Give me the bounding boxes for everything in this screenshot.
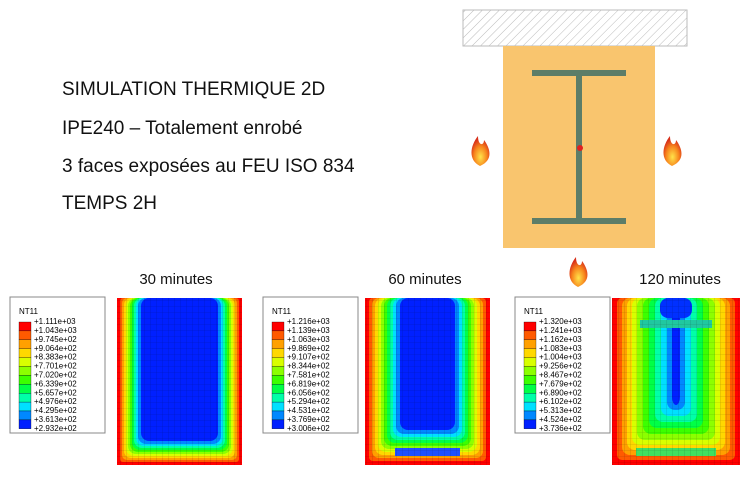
legend-swatch: [19, 402, 31, 411]
legend-value: +8.344e+02: [287, 362, 330, 371]
mesh: [365, 298, 490, 465]
legend-value: +6.819e+02: [287, 379, 330, 388]
legend-value: +3.736e+02: [539, 424, 582, 433]
legend-value: +4.976e+02: [34, 397, 77, 406]
legend-swatch: [524, 358, 536, 367]
legend-swatch: [272, 375, 284, 384]
legend-value: +9.107e+02: [287, 353, 330, 362]
time-label: 30 minutes: [139, 271, 212, 288]
legend-value: +5.657e+02: [34, 388, 77, 397]
legend-swatch: [524, 420, 536, 429]
legend-swatch: [272, 402, 284, 411]
legend-value: +1.216e+03: [287, 317, 330, 326]
legend-swatch: [272, 331, 284, 340]
legend-value: +9.256e+02: [539, 362, 582, 371]
legend-swatch: [524, 367, 536, 376]
legend-value: +1.111e+03: [34, 317, 76, 326]
legend-swatch: [272, 340, 284, 349]
legend-swatch: [524, 411, 536, 420]
legend-value: +8.467e+02: [539, 371, 582, 380]
page: SIMULATION THERMIQUE 2D IPE240 – Totalem…: [0, 0, 740, 491]
legend-value: +8.383e+02: [34, 353, 77, 362]
legend-swatch: [272, 411, 284, 420]
legend-swatch: [272, 420, 284, 429]
legend-swatch: [19, 331, 31, 340]
legend-swatch: [19, 411, 31, 420]
legend-swatch: [19, 384, 31, 393]
time-label: 60 minutes: [388, 271, 461, 288]
legend-value: +4.531e+02: [287, 406, 330, 415]
legend-swatch: [19, 340, 31, 349]
legend-swatch: [272, 393, 284, 402]
legend-swatch: [524, 340, 536, 349]
legend-value: +1.139e+03: [287, 326, 330, 335]
legend-value: +1.004e+03: [539, 353, 582, 362]
legend-value: +3.613e+02: [34, 415, 77, 424]
mesh: [117, 298, 242, 465]
legend-swatch: [19, 367, 31, 376]
legend-value: +5.294e+02: [287, 397, 330, 406]
legend-value: +1.063e+03: [287, 335, 330, 344]
legend-swatch: [19, 375, 31, 384]
time-label: 120 minutes: [639, 271, 721, 288]
legend-value: +1.162e+03: [539, 335, 582, 344]
legend-value: +3.006e+02: [287, 424, 330, 433]
legend-swatch: [524, 393, 536, 402]
header-line: 3 faces exposées au FEU ISO 834: [62, 156, 355, 177]
legend-title: NT11: [272, 307, 292, 316]
legend-swatch: [19, 322, 31, 331]
legend-value: +1.043e+03: [34, 326, 77, 335]
header-line: TEMPS 2H: [62, 193, 157, 214]
legend-value: +6.102e+02: [539, 397, 582, 406]
legend-swatch: [524, 322, 536, 331]
legend-value: +9.064e+02: [34, 344, 77, 353]
legend-value: +3.769e+02: [287, 415, 330, 424]
legend-title: NT11: [19, 307, 39, 316]
legend-swatch: [272, 322, 284, 331]
legend-value: +1.320e+03: [539, 317, 582, 326]
legend-value: +6.339e+02: [34, 379, 77, 388]
legend-swatch: [19, 349, 31, 358]
legend-value: +9.745e+02: [34, 335, 77, 344]
legend-swatch: [524, 384, 536, 393]
legend-value: +1.241e+03: [539, 326, 582, 335]
legend-value: +7.679e+02: [539, 379, 582, 388]
mesh: [612, 298, 740, 465]
legend-value: +7.020e+02: [34, 371, 77, 380]
legend-swatch: [272, 384, 284, 393]
legend-swatch: [19, 393, 31, 402]
legend-swatch: [19, 358, 31, 367]
legend-value: +9.869e+02: [287, 344, 330, 353]
legend-swatch: [272, 349, 284, 358]
header-line: IPE240 – Totalement enrobé: [62, 118, 303, 139]
legend-value: +6.890e+02: [539, 388, 582, 397]
legend-value: +4.295e+02: [34, 406, 77, 415]
legend-value: +4.524e+02: [539, 415, 582, 424]
section-diagram: [463, 10, 687, 287]
legend-swatch: [524, 402, 536, 411]
legend-value: +2.932e+02: [34, 424, 77, 433]
legend-value: +6.056e+02: [287, 388, 330, 397]
legend-value: +7.581e+02: [287, 371, 330, 380]
legend-swatch: [524, 375, 536, 384]
header-line: SIMULATION THERMIQUE 2D: [62, 79, 325, 100]
legend-swatch: [272, 358, 284, 367]
legend-swatch: [272, 367, 284, 376]
legend-title: NT11: [524, 307, 544, 316]
legend-value: +5.313e+02: [539, 406, 582, 415]
legend-swatch: [524, 331, 536, 340]
legend-swatch: [19, 420, 31, 429]
legend-value: +7.701e+02: [34, 362, 77, 371]
legend-value: +1.083e+03: [539, 344, 582, 353]
legend-swatch: [524, 349, 536, 358]
